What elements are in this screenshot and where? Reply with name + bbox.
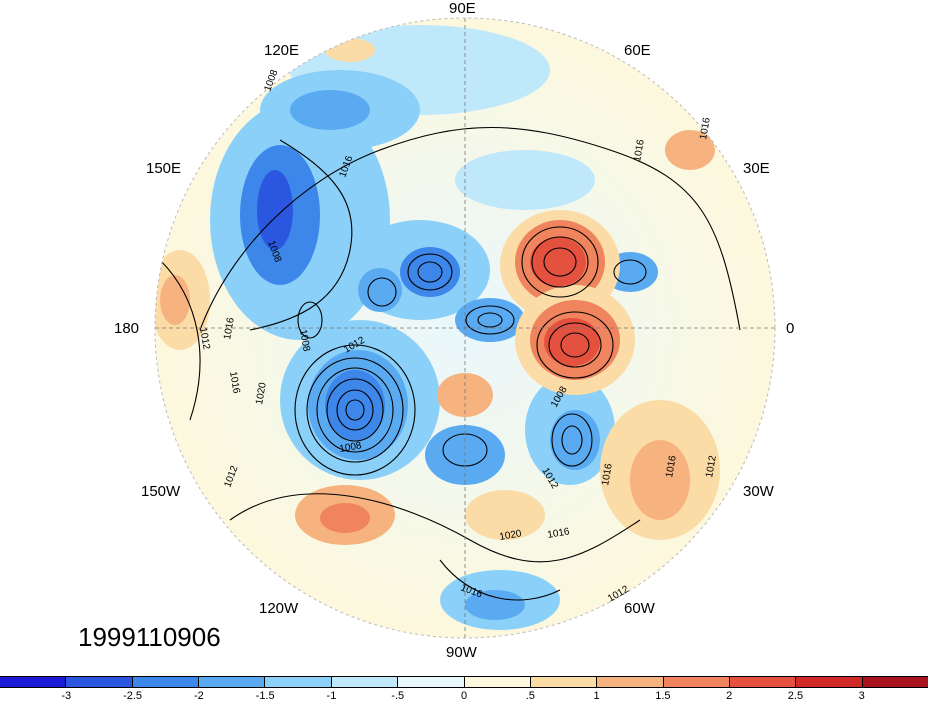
contour-label: 1020 (499, 528, 523, 543)
lon-label-150w: 150W (141, 483, 181, 500)
colorbar-segment (265, 677, 332, 687)
colorbar-tick-label: -2.5 (123, 690, 143, 702)
lon-label-180: 180 (114, 320, 140, 337)
colorbar-tick-label: 2 (726, 690, 733, 702)
anomaly-shading (155, 25, 720, 630)
colorbar-tick-label: 1 (593, 690, 600, 702)
isobar-contours (159, 126, 741, 601)
lon-label-30e: 30E (743, 160, 770, 177)
contour-label: 1016 (664, 454, 679, 478)
contour-label: 1016 (227, 371, 242, 395)
lon-label-0: 0 (786, 320, 795, 337)
colorbar-tick-label: 2.5 (787, 690, 804, 702)
contour-label: 1016 (698, 116, 713, 140)
colorbar-tick-label: 1.5 (655, 690, 671, 702)
colorbar-segment (132, 677, 200, 687)
colorbar-tick-label: -.5 (391, 690, 405, 702)
colorbar (0, 676, 928, 688)
colorbar-segment (862, 677, 928, 687)
colorbar-segment (530, 677, 598, 687)
colorbar-segment (796, 677, 863, 687)
colorbar-segment (729, 677, 797, 687)
colorbar-segment (199, 677, 266, 687)
contour-label: 1012 (704, 454, 719, 478)
colorbar-segment (66, 677, 133, 687)
colorbar-segment (398, 677, 465, 687)
contour-label: 1008 (339, 440, 363, 455)
contour-label: 1012 (197, 327, 212, 351)
lon-label-90w: 90W (446, 644, 477, 661)
lon-label-120e: 120E (264, 42, 300, 59)
colorbar-tick-label: -1.5 (255, 690, 275, 702)
contour-label: 1016 (222, 316, 237, 340)
colorbar-tick-label: -2 (193, 690, 204, 702)
contour-label: 1016 (632, 138, 647, 162)
colorbar-segment (464, 677, 531, 687)
lon-label-30w: 30W (743, 483, 774, 500)
lon-label-150e: 150E (146, 160, 182, 177)
map-disk (155, 18, 775, 638)
contour-label: 1016 (600, 462, 615, 486)
map-boundary (154, 17, 776, 639)
lon-label-60e: 60E (624, 42, 651, 59)
lon-label-120w: 120W (259, 600, 299, 617)
contour-label: 1008 (297, 329, 312, 353)
colorbar-tick-label: 0 (460, 690, 468, 702)
date-stamp: 1999110906 (78, 622, 221, 652)
colorbar-tick-label: -3 (61, 690, 72, 702)
contour-label: 1020 (254, 381, 269, 405)
colorbar-tick-label: -1 (326, 690, 337, 702)
contour-label: 1016 (547, 526, 571, 541)
colorbar-segment (663, 677, 730, 687)
colorbar-segment (0, 677, 67, 687)
lon-label-60w: 60W (624, 600, 655, 617)
graticule (155, 18, 775, 638)
colorbar-segment (331, 677, 399, 687)
lon-label-90e: 90E (449, 0, 476, 17)
colorbar-segment (597, 677, 664, 687)
colorbar-tick-label: 3 (858, 690, 865, 702)
colorbar-tick-label: .5 (525, 690, 535, 702)
